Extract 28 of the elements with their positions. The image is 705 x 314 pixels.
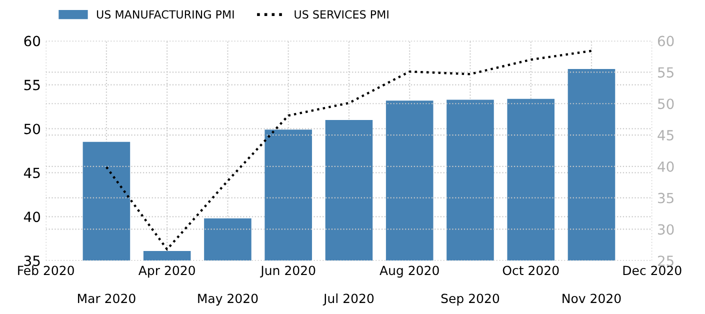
- x-tick-label: Jul 2020: [322, 293, 374, 306]
- line-series: [105, 50, 593, 250]
- x-tick-label: Aug 2020: [380, 266, 439, 278]
- x-tick-label: Mar 2020: [78, 294, 136, 304]
- legend-label: US MANUFACTURING PMI: [96, 10, 234, 19]
- legend-label: US SERVICES PMI: [294, 10, 388, 19]
- y-tick-label: 55: [24, 80, 40, 90]
- y2-tick-label: 45: [658, 130, 674, 140]
- y-tick-label: 35: [24, 256, 40, 266]
- y-tick-label: 50: [24, 124, 40, 134]
- y-tick-label: 40: [24, 212, 40, 222]
- y2-tick-label: 35: [658, 192, 674, 204]
- x-tick-label: Oct 2020: [502, 266, 559, 276]
- x-tick-label: May 2020: [198, 294, 258, 306]
- x-tick-label: Jun 2020: [260, 266, 316, 278]
- x-tick-label: Sep 2020: [441, 294, 500, 306]
- x-tick-label: Dec 2020: [623, 266, 682, 276]
- y2-tick-label: 55: [658, 67, 674, 78]
- y2-tick-label: 60: [658, 36, 674, 46]
- y2-tick-label: 30: [658, 224, 674, 235]
- x-tick-label: Apr 2020: [138, 266, 195, 278]
- x-tick-label: Feb 2020: [18, 265, 74, 276]
- y2-tick-label: 40: [658, 161, 674, 172]
- y-tick-label: 60: [24, 36, 40, 46]
- y2-tick-label: 25: [658, 256, 674, 266]
- y2-tick-label: 50: [658, 98, 674, 110]
- y-tick-label: 45: [24, 168, 40, 178]
- x-tick-label: Nov 2020: [562, 294, 621, 304]
